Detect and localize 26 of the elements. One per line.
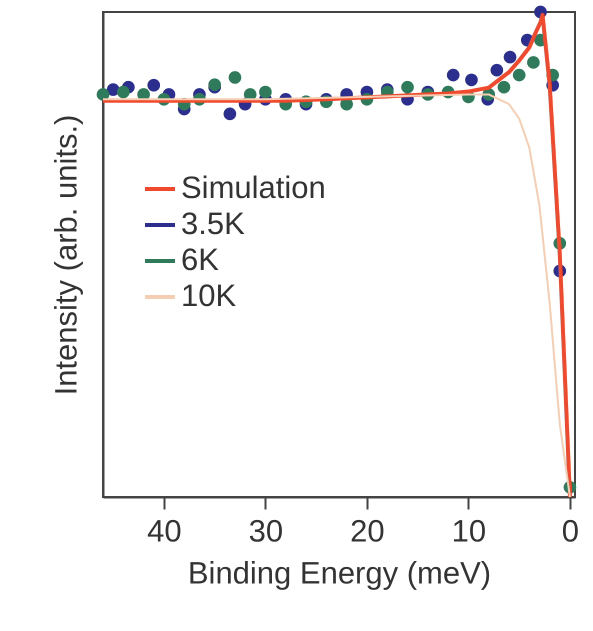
legend-label: 6K — [181, 242, 220, 277]
point — [446, 68, 460, 82]
point — [228, 71, 242, 84]
point — [490, 64, 504, 77]
point — [512, 68, 526, 82]
point — [401, 80, 414, 94]
x-tick-label: 0 — [562, 514, 580, 548]
x-tick-label: 30 — [248, 514, 284, 548]
legend-label: 10K — [181, 278, 236, 313]
x-tick-label: 40 — [147, 514, 182, 548]
y-axis-title: Intensity (arb. units.) — [48, 114, 84, 396]
point — [465, 74, 478, 86]
point — [498, 80, 510, 94]
point — [147, 78, 160, 92]
x-tick-label: 20 — [350, 514, 385, 548]
legend-label: 3.5K — [181, 206, 246, 241]
point — [504, 50, 516, 64]
x-axis-title: Binding Energy (meV) — [188, 556, 492, 590]
point — [208, 78, 221, 92]
point — [116, 86, 130, 98]
point — [96, 88, 110, 101]
point — [224, 108, 236, 120]
x-tick-label: 10 — [452, 514, 486, 548]
point — [259, 86, 272, 98]
legend-label: Simulation — [181, 170, 326, 205]
point — [527, 56, 540, 69]
